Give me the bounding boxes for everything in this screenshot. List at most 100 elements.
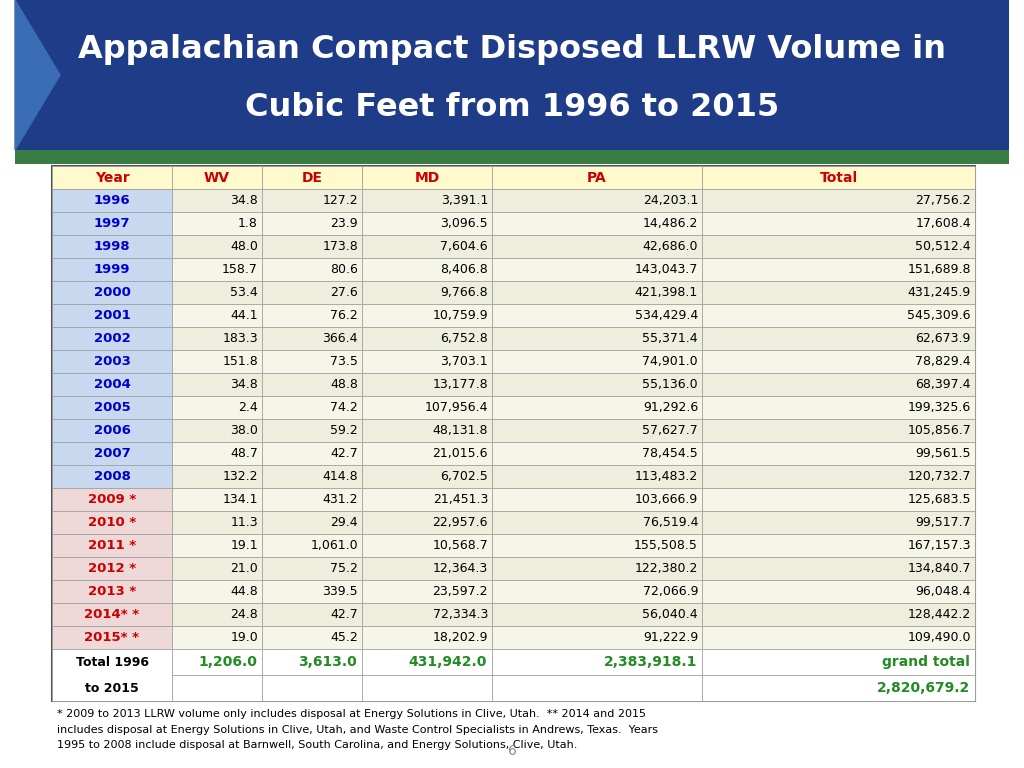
- Bar: [702, 649, 975, 675]
- Text: 34.8: 34.8: [230, 378, 258, 391]
- Bar: [262, 373, 362, 396]
- Text: 11.3: 11.3: [230, 516, 258, 529]
- Text: 431,942.0: 431,942.0: [409, 655, 487, 669]
- Text: 2,820,679.2: 2,820,679.2: [877, 681, 970, 695]
- Text: 158.7: 158.7: [222, 263, 258, 276]
- Text: 107,956.4: 107,956.4: [425, 401, 488, 414]
- Text: 183.3: 183.3: [222, 332, 258, 345]
- Text: 74.2: 74.2: [331, 401, 358, 414]
- Bar: [172, 465, 262, 488]
- Bar: [262, 189, 362, 212]
- Text: 45.2: 45.2: [331, 631, 358, 644]
- Text: 27.6: 27.6: [331, 286, 358, 299]
- Text: 23.9: 23.9: [331, 217, 358, 230]
- Text: 167,157.3: 167,157.3: [907, 539, 971, 552]
- Text: 72,334.3: 72,334.3: [432, 608, 488, 621]
- Text: Appalachian Compact Disposed LLRW Volume in: Appalachian Compact Disposed LLRW Volume…: [78, 34, 946, 65]
- Text: 27,756.2: 27,756.2: [915, 194, 971, 207]
- Text: 122,380.2: 122,380.2: [635, 562, 698, 575]
- Text: 143,043.7: 143,043.7: [635, 263, 698, 276]
- Text: 34.8: 34.8: [230, 194, 258, 207]
- Bar: [362, 649, 492, 675]
- Text: 2012 *: 2012 *: [88, 562, 136, 575]
- Text: 59.2: 59.2: [331, 424, 358, 437]
- Bar: [492, 534, 702, 557]
- Bar: [702, 580, 975, 603]
- Bar: [52, 419, 172, 442]
- Text: 56,040.4: 56,040.4: [642, 608, 698, 621]
- Bar: [492, 166, 702, 189]
- Text: 2009 *: 2009 *: [88, 493, 136, 506]
- Bar: [702, 534, 975, 557]
- Bar: [362, 373, 492, 396]
- Text: 2007: 2007: [93, 447, 130, 460]
- Text: 6,702.5: 6,702.5: [440, 470, 488, 483]
- Text: Total: Total: [819, 170, 857, 184]
- Bar: [702, 327, 975, 350]
- Bar: [702, 281, 975, 304]
- Text: 14,486.2: 14,486.2: [643, 217, 698, 230]
- Bar: [262, 534, 362, 557]
- Bar: [172, 189, 262, 212]
- Text: 48.0: 48.0: [230, 240, 258, 253]
- Text: 24.8: 24.8: [230, 608, 258, 621]
- Text: 76,519.4: 76,519.4: [642, 516, 698, 529]
- Bar: [362, 235, 492, 258]
- Bar: [362, 488, 492, 511]
- Text: 42.7: 42.7: [331, 447, 358, 460]
- Text: grand total: grand total: [882, 655, 970, 669]
- Text: 421,398.1: 421,398.1: [635, 286, 698, 299]
- Text: 76.2: 76.2: [331, 309, 358, 322]
- Bar: [172, 235, 262, 258]
- Bar: [262, 442, 362, 465]
- Text: 42.7: 42.7: [331, 608, 358, 621]
- Bar: [492, 373, 702, 396]
- Bar: [702, 511, 975, 534]
- Bar: [172, 373, 262, 396]
- Text: 91,222.9: 91,222.9: [643, 631, 698, 644]
- Bar: [492, 557, 702, 580]
- Text: 199,325.6: 199,325.6: [907, 401, 971, 414]
- Text: 2001: 2001: [93, 309, 130, 322]
- Text: 2.4: 2.4: [239, 401, 258, 414]
- Bar: [172, 442, 262, 465]
- Text: Total 1996: Total 1996: [76, 656, 148, 668]
- Text: 120,732.7: 120,732.7: [907, 470, 971, 483]
- Bar: [172, 488, 262, 511]
- Text: 3,703.1: 3,703.1: [440, 355, 488, 368]
- Text: 78,829.4: 78,829.4: [915, 355, 971, 368]
- Text: PA: PA: [587, 170, 607, 184]
- Bar: [702, 603, 975, 626]
- Bar: [702, 235, 975, 258]
- Bar: [262, 396, 362, 419]
- Bar: [172, 166, 262, 189]
- Text: 155,508.5: 155,508.5: [634, 539, 698, 552]
- Text: 55,136.0: 55,136.0: [642, 378, 698, 391]
- Bar: [362, 419, 492, 442]
- Text: 22,957.6: 22,957.6: [432, 516, 488, 529]
- Text: 1996: 1996: [93, 194, 130, 207]
- Text: 44.1: 44.1: [230, 309, 258, 322]
- Bar: [172, 649, 262, 675]
- Bar: [52, 557, 172, 580]
- Bar: [52, 304, 172, 327]
- Bar: [362, 327, 492, 350]
- Text: 134,840.7: 134,840.7: [907, 562, 971, 575]
- Text: 18,202.9: 18,202.9: [432, 631, 488, 644]
- Bar: [362, 396, 492, 419]
- Bar: [702, 442, 975, 465]
- Bar: [492, 442, 702, 465]
- Text: 48.7: 48.7: [230, 447, 258, 460]
- Text: 128,442.2: 128,442.2: [907, 608, 971, 621]
- Text: 127.2: 127.2: [323, 194, 358, 207]
- Bar: [262, 511, 362, 534]
- Text: 21,451.3: 21,451.3: [432, 493, 488, 506]
- Bar: [262, 580, 362, 603]
- Bar: [362, 258, 492, 281]
- Bar: [492, 281, 702, 304]
- Text: 2013 *: 2013 *: [88, 585, 136, 598]
- Bar: [492, 675, 702, 701]
- Bar: [702, 675, 975, 701]
- Bar: [262, 281, 362, 304]
- Text: 414.8: 414.8: [323, 470, 358, 483]
